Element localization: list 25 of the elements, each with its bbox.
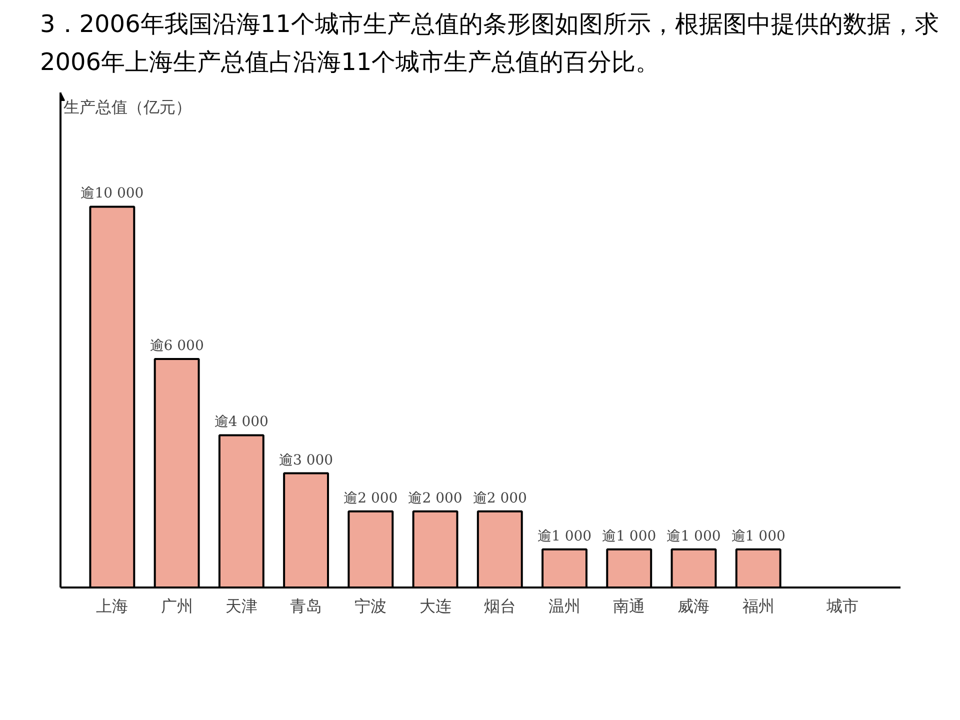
x-tick-label: 宁波	[354, 597, 387, 616]
data-label: 逾3 000	[279, 452, 334, 468]
data-label: 逾2 000	[408, 490, 462, 506]
data-label: 逾1 000	[602, 528, 656, 544]
data-label: 逾2 000	[344, 490, 398, 506]
x-tick-label: 烟台	[484, 597, 516, 616]
x-tick-label: 南通	[613, 597, 646, 616]
x-axis-title: 城市	[825, 597, 858, 616]
x-tick-label: 上海	[96, 597, 128, 616]
x-tick-label: 广州	[160, 597, 193, 616]
data-label: 逾6 000	[150, 338, 204, 354]
text: 生产总值（亿元）	[64, 97, 192, 116]
x-tick-label: 青岛	[290, 597, 322, 616]
x-tick-label: 福州	[742, 597, 774, 616]
data-label: 逾4 000	[214, 414, 268, 430]
x-tick-label: 温州	[548, 597, 580, 616]
data-label: 逾1 000	[537, 528, 592, 544]
data-label: 逾1 000	[666, 528, 721, 544]
x-tick-label: 威海	[678, 597, 710, 616]
data-label: 逾2 000	[472, 490, 527, 506]
x-tick-label: 天津	[225, 597, 258, 616]
chart-title: 3．2006年我国沿海11个城市生产总值的条形图如图所示，根据图中提供的数据，求2006年上海生产总值占沿海11个城市生产总值的百分比。	[40, 9, 940, 78]
data-label: 逾1 000	[731, 528, 786, 544]
x-tick-label: 大连	[419, 597, 452, 616]
data-label: 逾10 000	[80, 186, 144, 202]
